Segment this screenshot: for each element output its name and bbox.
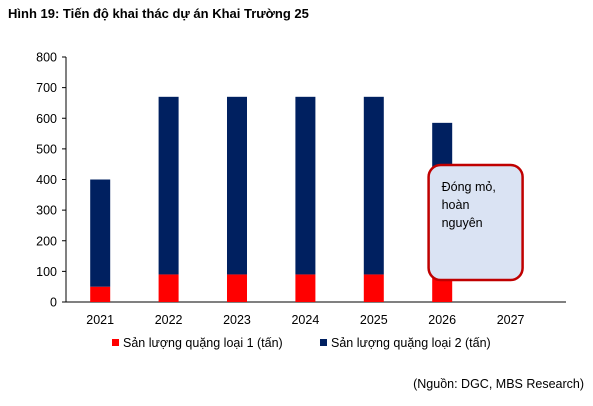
annotation: Đóng mỏ, hoàn nguyên xyxy=(427,163,524,282)
annotation-box xyxy=(427,163,524,282)
y-tick-label: 600 xyxy=(36,112,57,126)
bar-series2-2022 xyxy=(158,96,179,275)
bar-series2-2025 xyxy=(363,96,384,275)
bar-series1-2025 xyxy=(363,274,384,302)
y-tick-label: 100 xyxy=(36,265,57,279)
bar-series2-2024 xyxy=(295,96,316,275)
legend-label: Sản lượng quặng loại 1 (tấn) xyxy=(123,336,283,350)
y-axis: 0 100 200 300 400 500 600 700 800 xyxy=(36,51,67,310)
x-tick-label: 2022 xyxy=(155,313,183,327)
y-tick-label: 700 xyxy=(36,81,57,95)
y-tick-label: 400 xyxy=(36,173,57,187)
bar-series1-2023 xyxy=(226,274,247,302)
x-axis: 2021 2022 2023 2024 2025 2026 2027 xyxy=(66,301,566,327)
figure-title: Hình 19: Tiến độ khai thác dự án Khai Tr… xyxy=(8,6,309,21)
bars xyxy=(90,96,453,302)
legend-label: Sản lượng quặng loại 2 (tấn) xyxy=(331,336,491,350)
x-tick-label: 2025 xyxy=(360,313,388,327)
bar-series2-2023 xyxy=(226,96,247,275)
y-tick-label: 300 xyxy=(36,204,57,218)
bar-series1-2026 xyxy=(432,275,453,302)
bar-series1-2021 xyxy=(90,286,111,302)
bar-series1-2022 xyxy=(158,274,179,302)
annotation-text: Đóng mỏ, xyxy=(442,180,496,194)
legend: Sản lượng quặng loại 1 (tấn) Sản lượng qu… xyxy=(112,336,491,350)
annotation-text: nguyên xyxy=(442,216,483,230)
y-tick-label: 500 xyxy=(36,142,57,156)
annotation-text: hoàn xyxy=(442,198,470,212)
x-tick-label: 2024 xyxy=(291,313,319,327)
y-tick-label: 200 xyxy=(36,234,57,248)
y-tick-label: 800 xyxy=(36,51,57,65)
source-note: (Nguồn: DGC, MBS Research) xyxy=(413,377,584,391)
bar-series1-2024 xyxy=(295,274,316,302)
x-tick-label: 2026 xyxy=(428,313,456,327)
bar-series2-2021 xyxy=(90,179,111,287)
x-tick-label: 2021 xyxy=(86,313,114,327)
y-tick-label: 0 xyxy=(50,296,57,310)
legend-swatch xyxy=(112,339,119,346)
x-tick-label: 2023 xyxy=(223,313,251,327)
legend-swatch xyxy=(320,339,327,346)
x-tick-label: 2027 xyxy=(497,313,525,327)
